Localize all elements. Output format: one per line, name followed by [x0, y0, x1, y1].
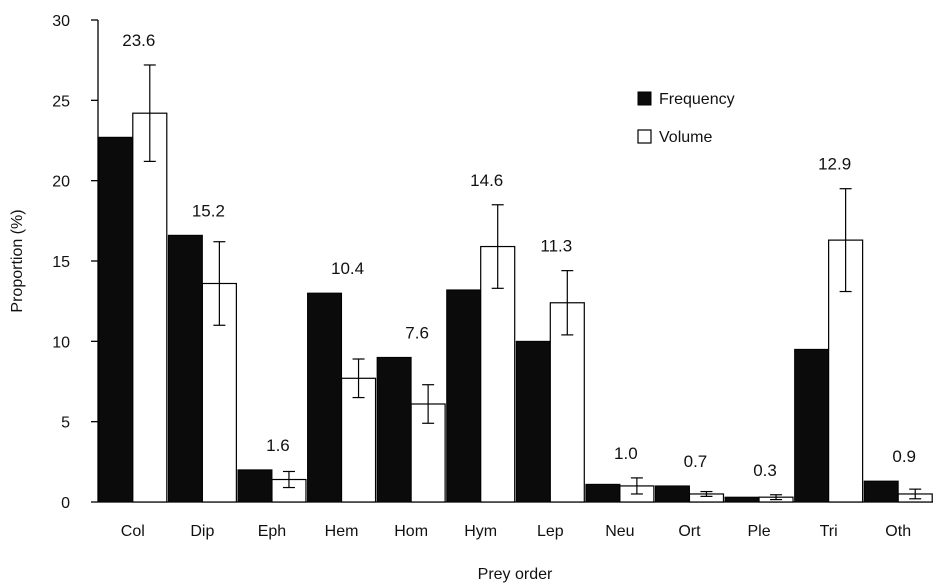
- legend: Frequency Volume: [637, 91, 735, 146]
- bar-volume: [132, 112, 168, 503]
- value-annotation: 11.3: [540, 237, 572, 256]
- x-tick-label: Ple: [747, 523, 770, 540]
- bar-frequency: [446, 289, 482, 503]
- bar-volume: [340, 377, 377, 503]
- bar-frequency: [515, 340, 551, 503]
- y-tick-label: 25: [52, 93, 70, 110]
- value-annotation: 1.0: [614, 444, 638, 463]
- bars-group: [98, 64, 933, 503]
- x-tick-label: Tri: [820, 523, 838, 540]
- y-tick-label: 10: [52, 334, 70, 351]
- bar-frequency: [237, 469, 273, 503]
- x-tick-label: Dip: [190, 523, 214, 540]
- legend-frequency-swatch: [637, 91, 652, 106]
- x-tick-label: Hym: [464, 523, 497, 540]
- bar-frequency: [654, 485, 690, 503]
- value-annotation: 23.6: [122, 31, 155, 50]
- bar-frequency: [307, 292, 343, 503]
- y-axis-ticks: 0 5 10 15 20 25 30: [52, 13, 98, 512]
- bar-frequency: [585, 483, 621, 503]
- y-tick-label: 20: [52, 174, 70, 191]
- value-annotation: 14.6: [470, 171, 503, 190]
- y-tick-label: 5: [61, 415, 70, 432]
- value-annotation: 12.9: [818, 155, 851, 174]
- bar-frequency: [376, 356, 412, 503]
- bar-frequency: [98, 136, 134, 503]
- x-tick-labels: Col Dip Eph Hem Hom Hym Lep Neu Ort Ple Tri Oth: [121, 523, 911, 540]
- x-tick-label: Eph: [258, 523, 286, 540]
- value-annotation: 7.6: [405, 323, 429, 342]
- y-axis-label: Proportion (%): [9, 209, 26, 312]
- bar-frequency: [167, 234, 203, 503]
- value-annotation: 0.9: [892, 447, 916, 466]
- legend-frequency-label: Frequency: [659, 91, 735, 108]
- value-annotation: 1.6: [266, 436, 290, 455]
- y-tick-label: 30: [52, 13, 70, 30]
- bar-frequency: [794, 348, 830, 503]
- bar-volume: [549, 302, 585, 503]
- y-tick-label: 0: [61, 495, 70, 512]
- x-tick-label: Hem: [325, 523, 359, 540]
- value-annotation: 15.2: [192, 201, 225, 220]
- value-annotation: 0.3: [753, 461, 777, 480]
- x-tick-label: Ort: [678, 523, 701, 540]
- x-tick-label: Lep: [537, 523, 564, 540]
- x-tick-label: Hom: [394, 523, 428, 540]
- bar-frequency: [724, 496, 760, 503]
- bar-volume: [480, 245, 516, 503]
- x-axis-label: Prey order: [478, 566, 553, 583]
- x-tick-label: Neu: [605, 523, 634, 540]
- y-tick-label: 15: [52, 254, 70, 271]
- legend-volume-swatch: [637, 129, 652, 144]
- value-annotation: 0.7: [684, 452, 708, 471]
- value-annotations: 23.6 15.2 1.6 10.4 7.6 14.6 11.3 1.0 0.7 0.3 12.9 0…: [122, 31, 916, 480]
- value-annotation: 10.4: [331, 259, 364, 278]
- legend-volume-label: Volume: [659, 129, 712, 146]
- x-tick-label: Col: [121, 523, 145, 540]
- x-tick-label: Oth: [885, 523, 911, 540]
- bar-frequency: [863, 480, 899, 503]
